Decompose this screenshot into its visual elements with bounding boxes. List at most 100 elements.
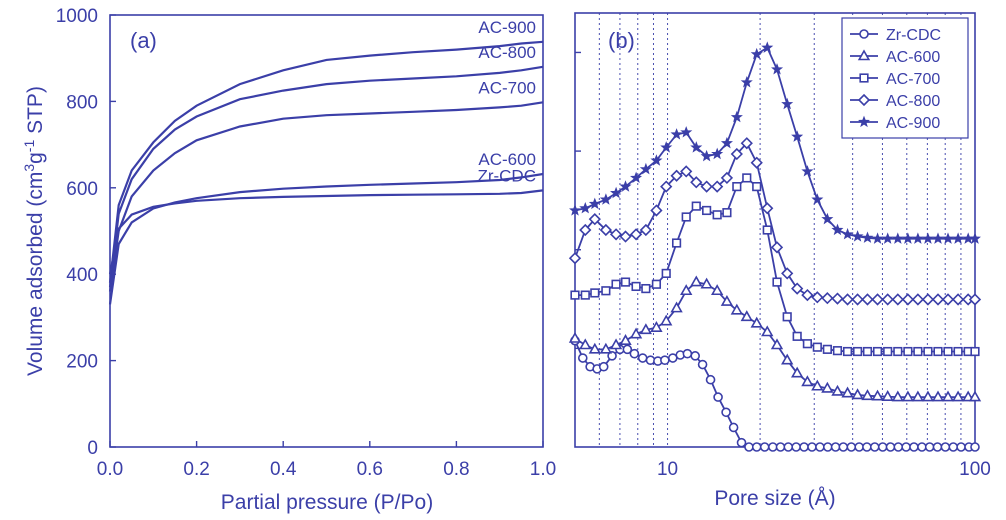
data-point	[622, 344, 633, 355]
data-point	[846, 442, 857, 452]
data-point	[852, 346, 863, 357]
data-point	[821, 212, 834, 225]
data-point	[670, 169, 683, 182]
legend-item-ac-600: AC-600	[886, 49, 940, 66]
data-point	[619, 230, 632, 243]
data-point	[841, 386, 854, 398]
legend-marker	[859, 29, 869, 39]
data-point	[744, 442, 754, 452]
data-point	[641, 283, 651, 294]
data-point	[720, 171, 734, 185]
data-point	[913, 346, 923, 357]
data-point	[569, 204, 581, 216]
data-point	[770, 338, 784, 350]
data-point	[791, 442, 801, 452]
data-point	[775, 442, 786, 452]
data-point	[951, 293, 965, 306]
data-point	[901, 442, 911, 452]
data-point	[891, 390, 904, 402]
data-point	[629, 228, 643, 241]
data-point	[781, 353, 794, 365]
data-point	[933, 346, 943, 357]
data-point	[802, 339, 812, 349]
legend-marker	[858, 115, 870, 128]
data-point	[781, 267, 794, 280]
series-line-ac-800	[108, 65, 544, 288]
data-point	[588, 197, 601, 210]
data-point	[700, 180, 713, 193]
legend-item-ac-700: AC-700	[886, 71, 940, 88]
data-point	[811, 291, 824, 304]
y-axis-label: Volume adsorbed (cm3g-1 STP)	[21, 86, 47, 376]
data-point	[881, 293, 894, 306]
data-point	[740, 137, 753, 150]
data-point	[611, 279, 621, 289]
series-line-zr-cdc	[108, 189, 544, 275]
data-point	[740, 76, 753, 88]
x-axis-label: Partial pressure (P/Po)	[221, 491, 433, 514]
series-label-ac-600: AC-600	[478, 150, 536, 169]
series-ac-700	[570, 173, 980, 357]
series-ac-900	[569, 41, 981, 244]
data-point	[761, 41, 774, 53]
data-point	[821, 292, 834, 305]
data-point	[660, 141, 673, 153]
y-axis-label-part: g	[24, 152, 47, 164]
data-point	[670, 128, 683, 140]
data-point	[807, 442, 817, 452]
y-axis-label-part: STP)	[24, 86, 47, 140]
data-point	[690, 351, 700, 361]
series-line-ac-900	[108, 40, 544, 283]
data-point	[781, 97, 794, 110]
data-point	[772, 277, 782, 287]
data-point	[680, 126, 693, 138]
data-point	[891, 232, 904, 244]
data-point	[682, 348, 693, 359]
data-point	[680, 284, 693, 296]
data-point	[924, 442, 935, 452]
data-point	[579, 338, 592, 350]
data-point	[750, 156, 763, 169]
data-point	[697, 359, 708, 370]
data-point	[736, 437, 747, 448]
data-point	[921, 293, 935, 306]
data-point	[690, 176, 703, 189]
data-point	[660, 180, 673, 193]
data-point	[650, 154, 663, 166]
data-point	[630, 171, 643, 184]
y-tick-label: 600	[66, 179, 98, 200]
data-point	[970, 442, 980, 452]
y-tick-label: 0	[87, 438, 98, 459]
data-point	[730, 147, 743, 161]
y-axis-label-part: Volume adsorbed (cm	[24, 172, 47, 376]
series-label-ac-700: AC-700	[478, 78, 536, 97]
data-point	[942, 232, 955, 244]
data-point	[862, 346, 873, 357]
data-point	[670, 301, 683, 313]
series-line-ac-700	[108, 101, 544, 292]
data-point	[941, 390, 955, 402]
legend-item-ac-800: AC-800	[886, 93, 940, 110]
series-line-ac-700	[575, 176, 975, 353]
legend-item-zr-cdc: Zr-CDC	[886, 27, 941, 44]
data-point	[821, 381, 834, 393]
data-point	[752, 182, 762, 192]
legend-marker	[857, 93, 871, 107]
data-point	[601, 286, 611, 296]
data-point	[577, 353, 588, 363]
data-point	[830, 442, 841, 452]
data-point	[885, 442, 896, 452]
data-point	[842, 346, 853, 357]
data-point	[831, 292, 844, 305]
data-point	[681, 212, 691, 222]
data-point	[580, 290, 590, 300]
data-point	[629, 327, 643, 339]
x-tick-label: 0.2	[183, 459, 209, 480]
data-point	[637, 353, 648, 363]
legend-marker	[857, 49, 871, 61]
data-point	[911, 390, 925, 402]
y-tick-label: 400	[66, 265, 98, 286]
series-ac-800	[568, 137, 982, 306]
x-tick-label: 1.0	[530, 459, 556, 480]
data-point	[750, 47, 763, 60]
